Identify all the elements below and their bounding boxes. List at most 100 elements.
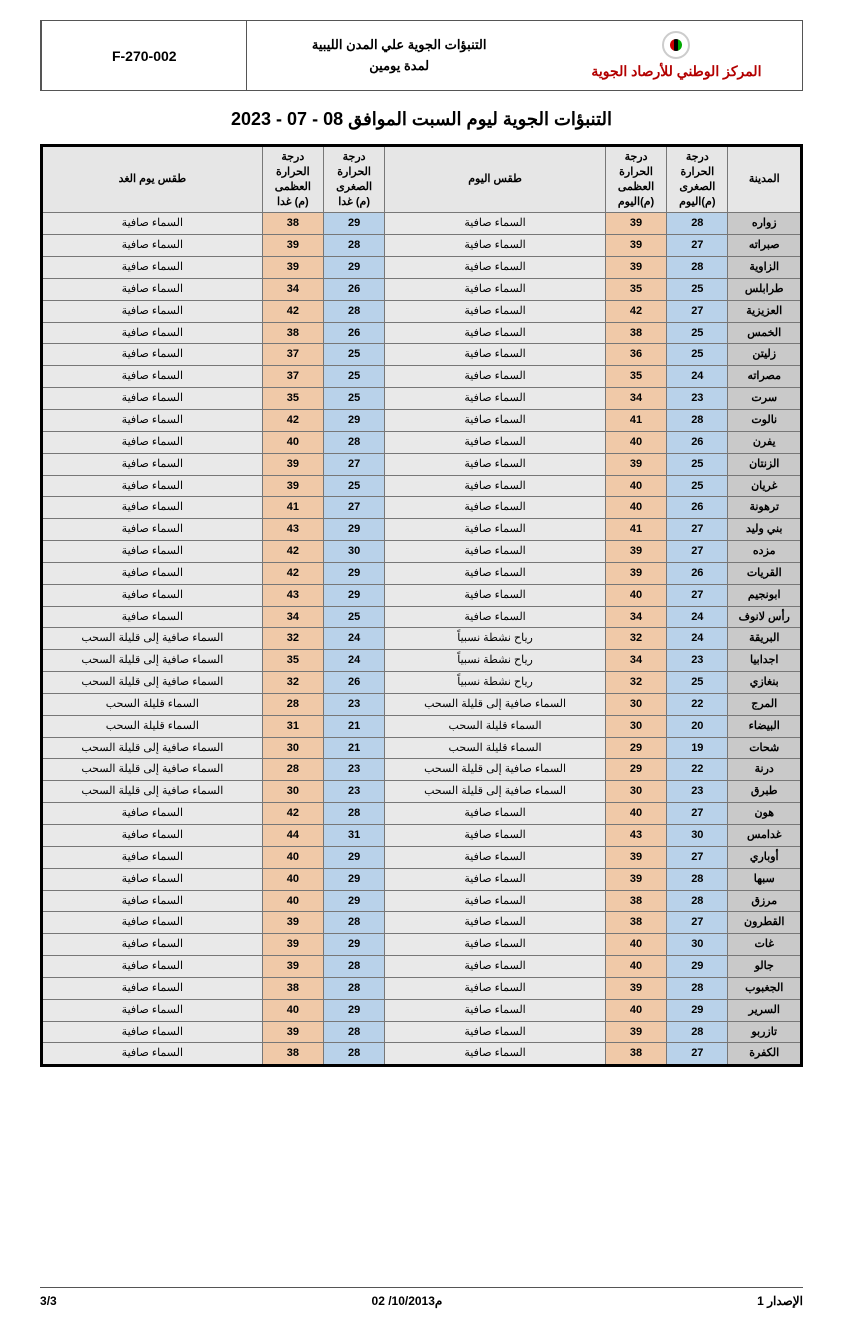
cell-wx-tom: السماء صافية (42, 388, 263, 410)
cell-min-tom: 29 (323, 562, 384, 584)
cell-city: اجدابيا (728, 650, 802, 672)
cell-city: درنة (728, 759, 802, 781)
cell-city: رأس لانوف (728, 606, 802, 628)
cell-city: المرج (728, 693, 802, 715)
col-max-tom: درجة الحرارة العظمى (م) غدا (262, 146, 323, 213)
cell-min-tom: 28 (323, 977, 384, 999)
cell-max-today: 39 (605, 562, 666, 584)
table-row: بني وليد2741السماء صافية2943السماء صافية (42, 519, 802, 541)
cell-max-tom: 39 (262, 912, 323, 934)
cell-min-tom: 26 (323, 322, 384, 344)
cell-min-tom: 21 (323, 715, 384, 737)
cell-min-today: 19 (667, 737, 728, 759)
cell-city: سبها (728, 868, 802, 890)
cell-city: أوباري (728, 846, 802, 868)
table-row: الكفرة2738السماء صافية2838السماء صافية (42, 1043, 802, 1066)
cell-city: بنغازي (728, 672, 802, 694)
cell-wx-today: السماء صافية (385, 541, 606, 563)
cell-max-today: 39 (605, 213, 666, 235)
cell-max-tom: 32 (262, 672, 323, 694)
cell-wx-tom: السماء صافية (42, 541, 263, 563)
cell-max-today: 30 (605, 781, 666, 803)
cell-min-tom: 28 (323, 1021, 384, 1043)
cell-wx-today: السماء صافية (385, 388, 606, 410)
table-row: مزده2739السماء صافية3042السماء صافية (42, 541, 802, 563)
cell-min-today: 27 (667, 541, 728, 563)
cell-min-tom: 25 (323, 344, 384, 366)
col-min-today: درجة الحرارة الصغرى (م)اليوم (667, 146, 728, 213)
cell-min-tom: 23 (323, 693, 384, 715)
cell-min-tom: 25 (323, 606, 384, 628)
cell-min-today: 27 (667, 1043, 728, 1066)
cell-wx-today: السماء صافية (385, 213, 606, 235)
cell-city: ابونجيم (728, 584, 802, 606)
cell-wx-today: رياح نشطة نسبياً (385, 628, 606, 650)
cell-wx-today: السماء صافية (385, 868, 606, 890)
cell-city: الجغبوب (728, 977, 802, 999)
cell-city: تازربو (728, 1021, 802, 1043)
cell-city: مصراته (728, 366, 802, 388)
cell-max-tom: 35 (262, 650, 323, 672)
cell-wx-tom: السماء صافية (42, 956, 263, 978)
table-row: غريان2540السماء صافية2539السماء صافية (42, 475, 802, 497)
cell-wx-today: السماء صافية إلى قليلة السحب (385, 759, 606, 781)
cell-wx-tom: السماء صافية إلى قليلة السحب (42, 672, 263, 694)
cell-city: زليتن (728, 344, 802, 366)
cell-city: الخمس (728, 322, 802, 344)
cell-min-today: 27 (667, 235, 728, 257)
table-row: البيضاء2030السماء قليلة السحب2131السماء … (42, 715, 802, 737)
cell-min-tom: 25 (323, 388, 384, 410)
cell-wx-tom: السماء صافية إلى قليلة السحب (42, 759, 263, 781)
cell-max-today: 40 (605, 497, 666, 519)
cell-max-today: 39 (605, 541, 666, 563)
cell-city: طبرق (728, 781, 802, 803)
cell-min-tom: 29 (323, 934, 384, 956)
cell-min-tom: 25 (323, 366, 384, 388)
col-wx-today: طقس اليوم (385, 146, 606, 213)
doc-title-cell: التنبؤات الجوية علي المدن الليبية لمدة ي… (246, 21, 550, 90)
cell-min-today: 28 (667, 409, 728, 431)
table-row: زواره2839السماء صافية2938السماء صافية (42, 213, 802, 235)
cell-wx-tom: السماء صافية إلى قليلة السحب (42, 781, 263, 803)
cell-wx-tom: السماء صافية (42, 584, 263, 606)
cell-min-tom: 28 (323, 1043, 384, 1066)
org-logo-icon (662, 31, 690, 59)
cell-min-today: 27 (667, 846, 728, 868)
cell-max-tom: 40 (262, 846, 323, 868)
cell-min-tom: 26 (323, 672, 384, 694)
cell-min-today: 23 (667, 781, 728, 803)
cell-max-today: 40 (605, 934, 666, 956)
cell-min-today: 27 (667, 300, 728, 322)
cell-max-tom: 28 (262, 759, 323, 781)
cell-max-today: 39 (605, 1021, 666, 1043)
cell-city: العزيزية (728, 300, 802, 322)
cell-wx-today: السماء صافية (385, 912, 606, 934)
cell-max-today: 29 (605, 759, 666, 781)
cell-min-tom: 29 (323, 846, 384, 868)
table-row: الزنتان2539السماء صافية2739السماء صافية (42, 453, 802, 475)
cell-wx-tom: السماء صافية (42, 846, 263, 868)
cell-max-tom: 41 (262, 497, 323, 519)
table-row: السرير2940السماء صافية2940السماء صافية (42, 999, 802, 1021)
cell-max-today: 38 (605, 912, 666, 934)
cell-max-tom: 30 (262, 737, 323, 759)
cell-wx-tom: السماء صافية إلى قليلة السحب (42, 650, 263, 672)
cell-city: القطرون (728, 912, 802, 934)
table-row: تازربو2839السماء صافية2839السماء صافية (42, 1021, 802, 1043)
cell-max-tom: 38 (262, 322, 323, 344)
table-row: يفرن2640السماء صافية2840السماء صافية (42, 431, 802, 453)
cell-wx-today: السماء صافية (385, 257, 606, 279)
cell-max-tom: 38 (262, 1043, 323, 1066)
table-row: مرزق2838السماء صافية2940السماء صافية (42, 890, 802, 912)
cell-city: بني وليد (728, 519, 802, 541)
cell-wx-today: السماء صافية (385, 825, 606, 847)
cell-wx-today: السماء صافية (385, 235, 606, 257)
cell-min-today: 28 (667, 868, 728, 890)
cell-wx-today: السماء صافية إلى قليلة السحب (385, 781, 606, 803)
table-row: بنغازي2532رياح نشطة نسبياً2632السماء صاف… (42, 672, 802, 694)
cell-max-today: 38 (605, 322, 666, 344)
cell-wx-tom: السماء صافية (42, 977, 263, 999)
cell-wx-today: السماء صافية (385, 803, 606, 825)
cell-max-tom: 39 (262, 235, 323, 257)
page-footer: الإصدار 1 02 /10/2013م 3/3 (40, 1287, 803, 1308)
